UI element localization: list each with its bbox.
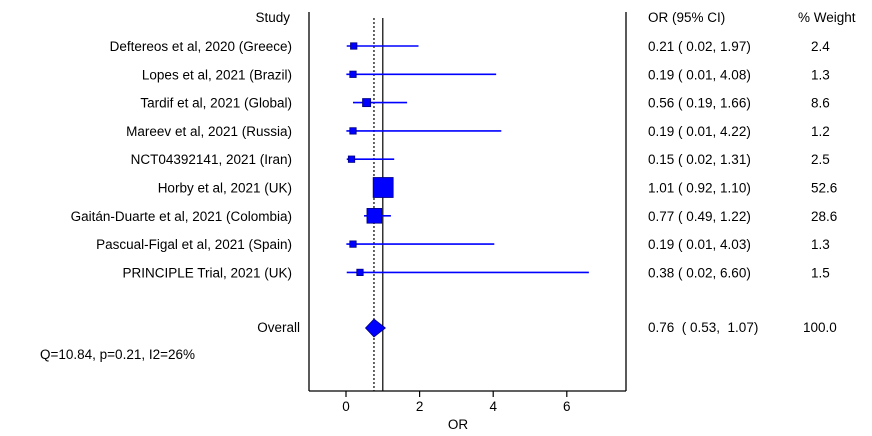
plot-frame [308,12,627,392]
study-ci-text: 0.77 ( 0.49, 1.22) [648,209,751,224]
point-estimate-square [356,268,364,277]
study-weight-text: 1.2 [811,124,830,139]
study-weight-text: 1.5 [811,265,830,280]
study-weight-text: 1.3 [811,237,830,252]
study-row: Mareev et al, 2021 (Russia) 0.19 ( 0.01, … [126,124,830,139]
study-weight-text: 28.6 [811,209,837,224]
point-estimate-square [349,240,357,248]
study-row: NCT04392141, 2021 (Iran) 0.15 ( 0.02, 1.3… [131,152,830,167]
study-label: Mareev et al, 2021 (Russia) [126,124,292,139]
study-row: Deftereos et al, 2020 (Greece) 0.21 ( 0.0… [110,39,831,54]
study-weight-text: 2.5 [811,152,830,167]
study-weight-text: 1.3 [811,67,830,82]
overall-label: Overall [257,320,300,335]
study-ci-text: 0.19 ( 0.01, 4.08) [648,67,751,82]
heterogeneity-stats: Q=10.84, p=0.21, I2=26% [40,347,195,362]
overall-ci-text: 0.76 ( 0.53, 1.07) [648,320,758,335]
point-estimate-square [349,127,357,135]
study-ci-text: 1.01 ( 0.92, 1.10) [648,181,751,196]
point-estimate-square [372,177,394,198]
study-row: Tardif et al, 2021 (Global) 0.56 ( 0.19, … [140,96,829,111]
point-estimate-square [362,98,372,108]
study-label: Tardif et al, 2021 (Global) [140,96,292,111]
point-estimate-square [347,155,356,163]
x-tick-label: 6 [563,399,571,414]
study-ci-text: 0.15 ( 0.02, 1.31) [648,152,751,167]
study-weight-text: 8.6 [811,96,830,111]
x-tick-label: 2 [416,399,424,414]
x-axis-title: OR [448,417,469,432]
x-tick-label: 0 [342,399,350,414]
study-weight-text: 2.4 [811,39,830,54]
study-label: Horby et al, 2021 (UK) [158,181,292,196]
study-label: Lopes et al, 2021 (Brazil) [142,67,292,82]
study-row: PRINCIPLE Trial, 2021 (UK) 0.38 ( 0.02, 6… [122,265,829,280]
point-estimate-square [349,70,357,78]
overall-weight-text: 100.0 [803,320,837,335]
study-ci-text: 0.56 ( 0.19, 1.66) [648,96,751,111]
or-ci-column-header: OR (95% CI) [648,10,725,25]
overall-row: Overall 0.76 ( 0.53, 1.07) 100.0 [257,318,837,338]
study-row: Horby et al, 2021 (UK) 1.01 ( 0.92, 1.10)… [158,177,837,198]
study-weight-text: 52.6 [811,181,837,196]
study-ci-text: 0.19 ( 0.01, 4.22) [648,124,751,139]
study-row: Pascual-Figal et al, 2021 (Spain) 0.19 ( … [96,237,830,252]
study-label: Pascual-Figal et al, 2021 (Spain) [96,237,292,252]
x-tick-label: 4 [489,399,497,414]
weight-column-header: % Weight [798,10,856,25]
study-rows: Deftereos et al, 2020 (Greece) 0.21 ( 0.0… [71,39,838,280]
study-label: Deftereos et al, 2020 (Greece) [110,39,292,54]
study-label: NCT04392141, 2021 (Iran) [131,152,292,167]
study-row: Lopes et al, 2021 (Brazil) 0.19 ( 0.01, 4… [142,67,830,82]
study-row: Gaitán-Duarte et al, 2021 (Colombia) 0.77… [71,208,837,224]
study-label: PRINCIPLE Trial, 2021 (UK) [122,265,292,280]
study-ci-text: 0.21 ( 0.02, 1.97) [648,39,751,54]
study-column-header: Study [255,10,290,25]
point-estimate-square [366,208,383,224]
point-estimate-square [350,42,358,50]
study-label: Gaitán-Duarte et al, 2021 (Colombia) [71,209,292,224]
study-ci-text: 0.38 ( 0.02, 6.60) [648,265,751,280]
x-axis-ticks: 0 2 4 6 [342,391,571,414]
study-ci-text: 0.19 ( 0.01, 4.03) [648,237,751,252]
overall-diamond [364,318,387,338]
